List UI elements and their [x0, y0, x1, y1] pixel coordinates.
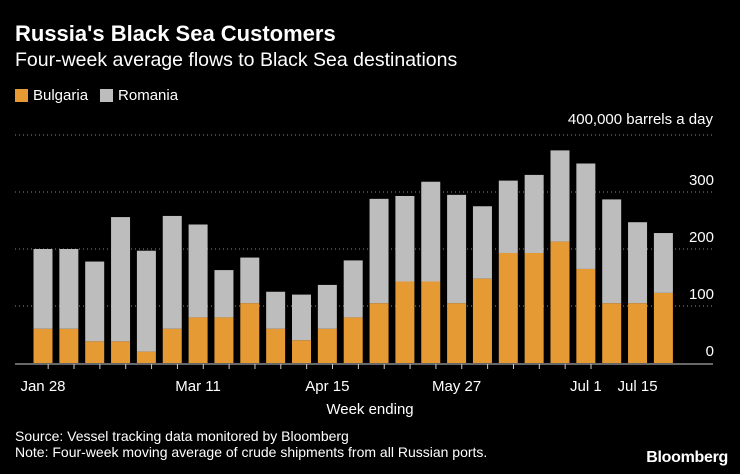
bar-romania-22 [602, 199, 622, 304]
bar-bulgaria-3 [111, 341, 131, 363]
legend-swatch-romania [100, 89, 114, 102]
bar-romania-17 [472, 206, 492, 279]
bloomberg-logo: Bloomberg [646, 449, 728, 466]
legend-label-romania: Romania [118, 87, 179, 104]
bar-bulgaria-15 [421, 281, 441, 363]
y-axis-unit-label: 400,000 barrels a day [567, 111, 713, 128]
y-tick-label-0: 0 [706, 343, 714, 360]
source-note: Source: Vessel tracking data monitored b… [15, 428, 349, 444]
bar-romania-19 [524, 174, 544, 253]
x-axis-title: Week ending [326, 401, 414, 418]
bar-romania-7 [214, 270, 234, 318]
bar-bulgaria-2 [85, 341, 105, 363]
bar-bulgaria-9 [266, 328, 286, 363]
bar-bulgaria-24 [653, 292, 673, 363]
bar-bulgaria-0 [33, 328, 53, 363]
bar-bulgaria-1 [59, 328, 79, 363]
bar-bulgaria-14 [395, 281, 415, 363]
bar-romania-9 [266, 291, 286, 329]
chart-title: Russia's Black Sea Customers [15, 21, 336, 46]
bar-bulgaria-21 [576, 268, 596, 363]
bar-bulgaria-20 [550, 241, 570, 363]
bar-romania-10 [292, 294, 311, 341]
bar-romania-1 [59, 249, 79, 329]
x-tick-label-23: Jul 15 [618, 378, 658, 395]
x-tick-label-16: May 27 [432, 378, 481, 395]
bar-bulgaria-17 [472, 278, 492, 363]
bar-romania-15 [421, 181, 441, 282]
bar-romania-20 [550, 150, 570, 242]
x-tick-label-6: Mar 11 [175, 378, 221, 395]
bar-romania-23 [628, 222, 648, 304]
footnote: Note: Four-week moving average of crude … [15, 444, 488, 460]
bar-romania-12 [343, 260, 363, 318]
bar-romania-2 [85, 261, 105, 342]
bar-bulgaria-18 [498, 252, 518, 363]
bar-bulgaria-7 [214, 317, 234, 363]
bar-romania-16 [447, 194, 467, 304]
legend-item-romania: Romania [100, 87, 178, 104]
bar-bulgaria-11 [317, 328, 337, 363]
bar-bulgaria-10 [292, 340, 311, 363]
bar-bulgaria-5 [162, 328, 182, 363]
y-tick-label-200: 200 [689, 229, 714, 246]
legend: Bulgaria Romania [15, 87, 190, 104]
bar-bulgaria-4 [136, 351, 156, 363]
bar-bulgaria-22 [602, 303, 622, 363]
bar-bulgaria-8 [240, 303, 260, 363]
bar-romania-18 [498, 180, 518, 253]
legend-label-bulgaria: Bulgaria [33, 87, 89, 104]
bar-romania-21 [576, 163, 596, 269]
x-tick-label-0: Jan 28 [20, 378, 65, 395]
legend-item-bulgaria: Bulgaria [15, 87, 88, 104]
x-tick-label-21: Jul 1 [570, 378, 602, 395]
bar-bulgaria-23 [628, 303, 648, 363]
bar-romania-8 [240, 257, 260, 304]
bar-romania-5 [162, 215, 182, 329]
bar-bulgaria-19 [524, 252, 544, 363]
bar-romania-0 [33, 249, 53, 329]
bar-romania-14 [395, 195, 415, 282]
bar-romania-6 [188, 224, 208, 318]
x-tick-label-11: Apr 15 [305, 378, 349, 395]
bar-bulgaria-16 [447, 303, 467, 363]
bar-romania-3 [111, 217, 131, 342]
y-tick-label-300: 300 [689, 172, 714, 189]
bar-romania-11 [317, 284, 337, 329]
bar-romania-13 [369, 198, 389, 304]
bar-bulgaria-13 [369, 303, 389, 363]
bar-bulgaria-12 [343, 317, 363, 363]
bar-bulgaria-6 [188, 317, 208, 363]
legend-swatch-bulgaria [15, 89, 28, 102]
chart-subtitle: Four-week average flows to Black Sea des… [15, 49, 458, 71]
y-tick-label-100: 100 [689, 286, 714, 303]
bar-romania-4 [136, 250, 156, 352]
bar-romania-24 [653, 233, 673, 293]
